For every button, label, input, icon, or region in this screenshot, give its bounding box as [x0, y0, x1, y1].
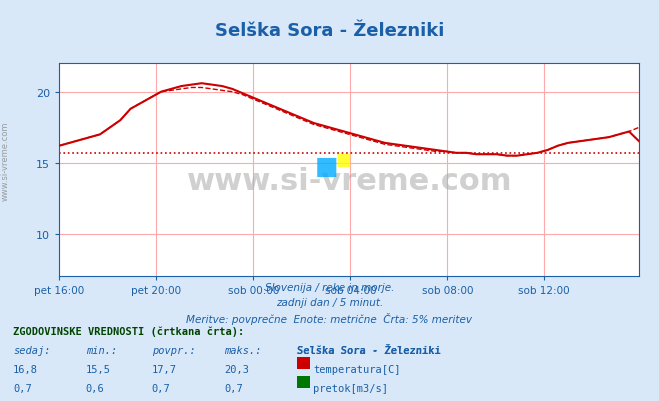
Text: temperatura[C]: temperatura[C] — [313, 364, 401, 374]
Text: 17,7: 17,7 — [152, 364, 177, 374]
Text: zadnji dan / 5 minut.: zadnji dan / 5 minut. — [276, 298, 383, 308]
Text: ZGODOVINSKE VREDNOSTI (črtkana črta):: ZGODOVINSKE VREDNOSTI (črtkana črta): — [13, 326, 244, 336]
Text: www.si-vreme.com: www.si-vreme.com — [1, 121, 10, 200]
Text: maks.:: maks.: — [224, 345, 262, 355]
Text: 0,7: 0,7 — [224, 383, 243, 393]
Text: sedaj:: sedaj: — [13, 345, 51, 355]
Text: 0,7: 0,7 — [13, 383, 32, 393]
Text: 20,3: 20,3 — [224, 364, 249, 374]
Text: ■: ■ — [335, 151, 351, 169]
Text: Selška Sora - Železniki: Selška Sora - Železniki — [297, 345, 440, 355]
Text: ■: ■ — [314, 154, 338, 178]
Text: 15,5: 15,5 — [86, 364, 111, 374]
Text: Slovenija / reke in morje.: Slovenija / reke in morje. — [265, 283, 394, 293]
Text: pretok[m3/s]: pretok[m3/s] — [313, 383, 388, 393]
Text: 16,8: 16,8 — [13, 364, 38, 374]
Text: Selška Sora - Železniki: Selška Sora - Železniki — [297, 345, 440, 355]
Text: povpr.:: povpr.: — [152, 345, 195, 355]
Text: www.si-vreme.com: www.si-vreme.com — [186, 166, 512, 196]
Text: Selška Sora - Železniki: Selška Sora - Železniki — [215, 22, 444, 40]
Text: min.:: min.: — [86, 345, 117, 355]
Text: 0,7: 0,7 — [152, 383, 170, 393]
Text: Meritve: povprečne  Enote: metrične  Črta: 5% meritev: Meritve: povprečne Enote: metrične Črta:… — [186, 312, 473, 324]
Text: 0,6: 0,6 — [86, 383, 104, 393]
